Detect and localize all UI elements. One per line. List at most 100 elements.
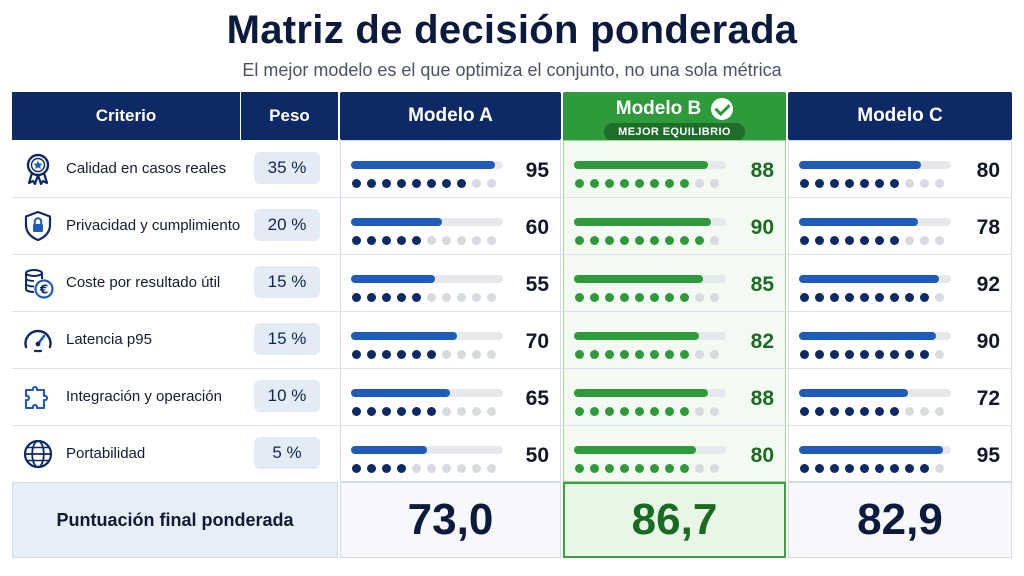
score-dot <box>457 407 466 416</box>
score-bar-fill <box>351 446 427 454</box>
score-dot <box>710 236 719 245</box>
score-dot <box>487 407 496 416</box>
score-dot <box>650 179 659 188</box>
score-dot <box>665 407 674 416</box>
score-dot <box>605 179 614 188</box>
final-score-label: Puntuación final ponderada <box>12 482 338 558</box>
score-dot <box>635 464 644 473</box>
score-dot <box>442 350 451 359</box>
score-dots <box>352 293 496 302</box>
score-dots <box>352 179 496 188</box>
score-dot <box>830 293 839 302</box>
score-dot <box>905 407 914 416</box>
score-dot <box>427 236 436 245</box>
score-bar-fill <box>574 446 696 454</box>
score-dot <box>412 293 421 302</box>
score-value: 78 <box>976 216 1000 239</box>
score-dot <box>935 179 944 188</box>
score-dot <box>457 350 466 359</box>
score-bar-fill <box>574 275 704 283</box>
score-dot <box>412 350 421 359</box>
score-value: 72 <box>976 387 1000 410</box>
score-value: 82 <box>750 330 774 353</box>
score-dot <box>650 407 659 416</box>
score-dot <box>352 464 361 473</box>
score-dots <box>575 179 719 188</box>
score-dot <box>875 179 884 188</box>
score-dot <box>875 464 884 473</box>
score-bar-track <box>574 275 726 283</box>
score-dot <box>575 293 584 302</box>
score-dot <box>635 179 644 188</box>
score-dot <box>890 407 899 416</box>
score-dot <box>875 407 884 416</box>
score-dot <box>650 236 659 245</box>
score-dot <box>575 179 584 188</box>
score-dot <box>905 293 914 302</box>
score-dot <box>590 407 599 416</box>
coins-euro-icon <box>21 266 55 300</box>
score-dot <box>412 464 421 473</box>
score-dot <box>920 236 929 245</box>
score-dot <box>665 350 674 359</box>
score-value: 80 <box>750 444 774 467</box>
score-dot <box>487 350 496 359</box>
score-dot <box>605 407 614 416</box>
score-value: 70 <box>525 330 549 353</box>
score-dot <box>710 179 719 188</box>
score-dot <box>590 464 599 473</box>
score-dots <box>352 407 496 416</box>
score-dot <box>875 293 884 302</box>
score-dot <box>367 236 376 245</box>
score-bar-track <box>351 218 503 226</box>
criterion-label: Integración y operación <box>66 388 222 405</box>
score-dot <box>382 293 391 302</box>
criterion-row-4: Latencia p95 <box>12 311 240 368</box>
score-value: 60 <box>525 216 549 239</box>
score-dot <box>935 464 944 473</box>
score-bar-fill <box>351 218 443 226</box>
score-dot <box>710 464 719 473</box>
score-dot <box>412 407 421 416</box>
score-dot <box>575 407 584 416</box>
score-dot <box>905 236 914 245</box>
final-score-model-1: 73,0 <box>340 482 561 558</box>
score-dots <box>800 464 944 473</box>
score-bar-track <box>799 161 951 169</box>
score-dot <box>352 293 361 302</box>
score-bar-track <box>799 446 951 454</box>
score-dot <box>397 293 406 302</box>
score-bar-track <box>574 332 726 340</box>
score-dot <box>367 293 376 302</box>
score-value: 90 <box>976 330 1000 353</box>
weight-value: 15 % <box>254 266 320 298</box>
score-bar-track <box>574 389 726 397</box>
score-dot <box>635 236 644 245</box>
score-dot <box>845 407 854 416</box>
score-dot <box>367 464 376 473</box>
score-bar-track <box>351 389 503 397</box>
score-dot <box>620 236 629 245</box>
final-score-model-2: 86,7 <box>563 482 786 558</box>
score-dot <box>935 350 944 359</box>
score-dot <box>382 464 391 473</box>
score-dots <box>800 350 944 359</box>
score-dot <box>920 293 929 302</box>
score-bar-track <box>574 218 726 226</box>
criterion-label: Privacidad y cumplimiento <box>66 217 241 234</box>
score-value: 80 <box>976 159 1000 182</box>
row-divider <box>12 311 1012 312</box>
criterion-row-6: Portabilidad <box>12 425 240 482</box>
score-dot <box>935 293 944 302</box>
score-dot <box>382 407 391 416</box>
score-dot <box>397 179 406 188</box>
score-dot <box>710 293 719 302</box>
score-dots <box>352 464 496 473</box>
score-dot <box>427 293 436 302</box>
check-circle-icon <box>711 98 734 120</box>
score-dot <box>845 350 854 359</box>
score-bar-fill <box>799 332 936 340</box>
score-dot <box>860 293 869 302</box>
score-dot <box>680 350 689 359</box>
score-dot <box>367 407 376 416</box>
